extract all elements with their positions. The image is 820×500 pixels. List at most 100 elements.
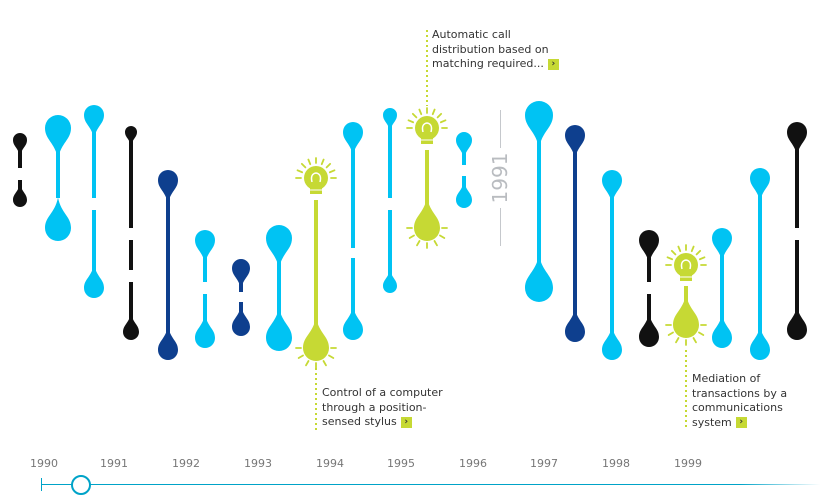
lightbulb-icon-part [407, 119, 415, 124]
annotation-computer-stylus[interactable]: Control of a computer through a position… [322, 386, 454, 430]
lightbulb-icon-part [304, 166, 328, 190]
timeline-year-1994[interactable]: 1994 [316, 457, 344, 470]
lightbulb-icon-part [439, 119, 447, 124]
strand-1-bottom-bulb [45, 197, 71, 241]
strand-5-bottom-bulb [195, 314, 215, 348]
strand-3-stem [129, 240, 133, 270]
strand-0-bottom-bulb [13, 183, 27, 207]
annotation-computer-stylus-text: Control of a computer through a position… [322, 386, 443, 428]
idea-1-stem [425, 150, 429, 212]
strand-13-stem [610, 190, 614, 338]
strand-2-stem [92, 210, 96, 275]
idea-0-splash [297, 354, 304, 359]
strand-6-bottom-bulb [232, 305, 250, 336]
lightbulb-icon-part [325, 162, 332, 169]
idea-2-splash [698, 331, 705, 336]
lightbulb-icon-part [415, 116, 439, 140]
strand-8-stem [351, 258, 355, 318]
lightbulb-icon-part [674, 253, 698, 277]
strand-8-stem [351, 142, 355, 248]
lightbulb-icon-part [320, 158, 325, 166]
timeline-track[interactable] [42, 484, 820, 485]
timeline-handle[interactable] [71, 475, 91, 495]
annotation-call-distribution-text: Automatic call distribution based on mat… [432, 28, 549, 70]
current-year-watermark: 1991 [488, 152, 512, 204]
strand-11-top-bulb [525, 101, 553, 148]
strand-14-stem [647, 250, 651, 282]
lightbulb-icon-part [690, 245, 695, 253]
strand-17-stem [795, 240, 799, 318]
lightbulb-icon[interactable] [665, 244, 707, 281]
idea-0-splash [322, 360, 327, 367]
idea-0-splash [305, 360, 310, 367]
strand-16-stem [758, 188, 762, 338]
strand-11-bottom-bulb [525, 255, 553, 302]
lightbulb-icon-part [666, 256, 674, 261]
strand-17-bottom-bulb [787, 306, 807, 340]
lightbulb-icon-part [328, 169, 336, 174]
year-divider-top [500, 110, 501, 148]
strand-9-stem [388, 210, 392, 276]
strand-8-top-bulb [343, 122, 363, 156]
lightbulb-icon-part [300, 162, 307, 169]
strand-0-stem [18, 150, 22, 168]
idea-0-stem [314, 200, 318, 332]
lightbulb-icon-part [670, 249, 677, 256]
strand-2-bottom-bulb [84, 264, 104, 298]
lightbulb-icon-part [695, 249, 702, 256]
strand-13-bottom-bulb [602, 326, 622, 360]
chevron-right-icon[interactable]: › [547, 58, 559, 70]
idea-1-splash [439, 234, 446, 239]
strand-16-top-bulb [750, 168, 770, 202]
timeline-year-1997[interactable]: 1997 [530, 457, 558, 470]
timeline-year-1992[interactable]: 1992 [172, 457, 200, 470]
idea-2-splash [692, 337, 697, 344]
strand-14-bottom-bulb [639, 313, 659, 347]
strand-8-bottom-bulb [343, 306, 363, 340]
timeline-year-1991[interactable]: 1991 [100, 457, 128, 470]
lightbulb-icon[interactable] [295, 157, 337, 194]
strand-13-top-bulb [602, 170, 622, 204]
timeline-year-1999[interactable]: 1999 [674, 457, 702, 470]
strand-14-top-bulb [639, 230, 659, 264]
idea-2-drop [673, 294, 699, 338]
strand-2-stem [92, 125, 96, 198]
lightbulb-icon-part [421, 122, 433, 133]
strand-1-stem [56, 140, 60, 198]
strand-15-stem [720, 248, 724, 326]
timeline-year-1993[interactable]: 1993 [244, 457, 272, 470]
strand-4-stem [166, 190, 170, 338]
strand-10-top-bulb [456, 132, 472, 159]
lightbulb-icon[interactable] [406, 107, 448, 144]
strand-3-top-bulb [125, 126, 137, 147]
strand-3-stem [129, 140, 133, 228]
timeline-start-tick [41, 478, 42, 491]
strand-4-top-bulb [158, 170, 178, 204]
strand-15-top-bulb [712, 228, 732, 262]
chevron-right-icon[interactable]: › [400, 416, 412, 428]
idea-1-splash [416, 240, 421, 247]
timeline-year-1995[interactable]: 1995 [387, 457, 415, 470]
idea-1-splash [433, 240, 438, 247]
lightbulb-icon-part [310, 172, 322, 183]
annotation-mediation[interactable]: Mediation of transactions by a communica… [692, 372, 804, 430]
lightbulb-icon-part [431, 108, 436, 116]
strand-5-stem [203, 250, 207, 282]
annotation-mediation-text: Mediation of transactions by a communica… [692, 372, 788, 429]
timeline-year-1998[interactable]: 1998 [602, 457, 630, 470]
strand-17-stem [795, 142, 799, 228]
lightbulb-icon-part [296, 169, 304, 174]
strand-7-bottom-bulb [266, 307, 292, 351]
strand-16-bottom-bulb [750, 326, 770, 360]
idea-2-splash [675, 337, 680, 344]
lightbulb-icon-part [418, 108, 423, 116]
chevron-right-icon[interactable]: › [735, 417, 747, 428]
strand-3-bottom-bulb [123, 313, 139, 340]
timeline-year-1996[interactable]: 1996 [459, 457, 487, 470]
annotation-call-distribution[interactable]: Automatic call distribution based on mat… [432, 28, 562, 72]
lightbulb-icon-part [698, 256, 706, 261]
strand-15-bottom-bulb [712, 314, 732, 348]
strand-7-stem [277, 250, 281, 318]
strand-5-top-bulb [195, 230, 215, 264]
timeline-year-1990[interactable]: 1990 [30, 457, 58, 470]
